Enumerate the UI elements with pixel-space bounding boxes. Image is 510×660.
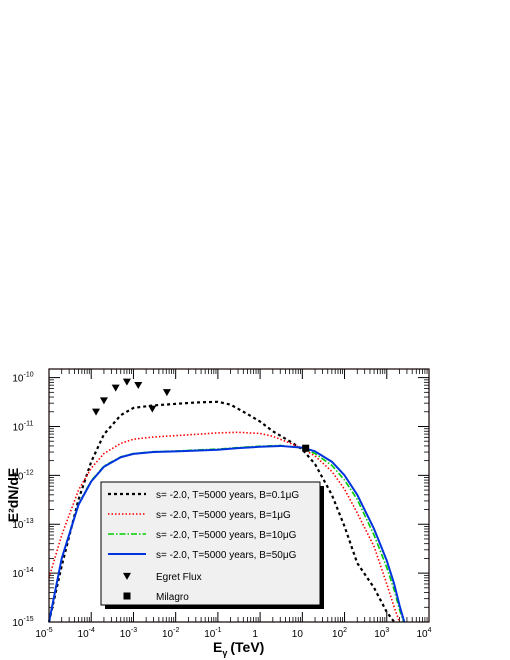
y-tick-base: 10 (12, 618, 24, 629)
y-tick-exponent: -15 (24, 616, 34, 623)
legend: s= -2.0, T=5000 years, B=0.1μG s= -2.0, T… (100, 481, 324, 609)
x-tick-base: 10 (78, 629, 90, 640)
y-tick-exponent: -12 (24, 469, 34, 476)
x-axis-title: Eγ (TeV) (213, 639, 264, 658)
y-tick-label: 10-14 (12, 567, 33, 580)
x-tick-label: 10-4 (78, 627, 95, 640)
egret-flux-marker (122, 378, 131, 386)
x-tick-base: 10 (416, 629, 428, 640)
x-tick-label: 10-2 (162, 627, 179, 640)
x-tick-label: 10-1 (204, 627, 221, 640)
x-tick-label: 10-3 (120, 627, 137, 640)
y-tick-base: 10 (12, 569, 24, 580)
x-tick-label: 10-5 (35, 627, 52, 640)
x-tick-exponent: -2 (173, 627, 179, 634)
milagro-marker (302, 444, 310, 452)
legend-label-1: s= -2.0, T=5000 years, B=0.1μG (156, 490, 299, 501)
y-tick-base: 10 (12, 374, 24, 385)
marker-layer (92, 378, 310, 452)
egret-flux-marker (111, 384, 120, 392)
y-axis-title: E²dN/dE (5, 468, 21, 522)
egret-flux-marker (92, 408, 101, 416)
x-tick-base: 10 (35, 629, 47, 640)
x-tick-base: 10 (332, 629, 344, 640)
legend-milagro-symbol (123, 592, 131, 600)
y-tick-label: 10-10 (12, 372, 33, 385)
y-tick-exponent: -10 (24, 372, 34, 379)
y-tick-exponent: -11 (24, 420, 34, 427)
x-tick-exponent: 4 (428, 627, 432, 634)
x-tick-base: 10 (292, 629, 304, 640)
x-tick-label: 104 (416, 627, 431, 640)
x-tick-exponent: 2 (343, 627, 347, 634)
tick-layer: 10-5 10-4 10-3 10-2 10-1 1 10 102 103 10410-1510-… (12, 369, 432, 640)
legend-label-milagro: Milagro (156, 592, 189, 603)
x-tick-exponent: -4 (89, 627, 95, 634)
x-tick-base: 1 (252, 629, 258, 640)
series-line-2 (48, 431, 401, 623)
x-tick-base: 10 (204, 629, 216, 640)
y-tick-exponent: -14 (24, 567, 34, 574)
legend-label-egret: Egret Flux (156, 572, 202, 583)
y-tick-label: 10-12 (12, 469, 33, 482)
egret-flux-marker (162, 389, 171, 397)
series-layer (47, 400, 406, 623)
y-tick-label: 10-13 (12, 518, 33, 531)
egret-flux-marker (134, 382, 143, 390)
y-tick-label: 10-15 (12, 616, 33, 629)
x-tick-label: 103 (374, 627, 389, 640)
legend-egret-symbol (123, 572, 131, 580)
x-tick-exponent: -5 (46, 627, 52, 634)
x-tick-exponent: -1 (215, 627, 221, 634)
x-tick-label: 1 (252, 629, 258, 640)
legend-label-4: s= -2.0, T=5000 years, B=50μG (156, 550, 297, 561)
x-tick-base: 10 (120, 629, 132, 640)
x-tick-label: 10 (292, 629, 304, 640)
x-tick-exponent: -3 (131, 627, 137, 634)
legend-label-2: s= -2.0, T=5000 years, B=1μG (156, 510, 291, 521)
y-tick-base: 10 (12, 471, 24, 482)
x-tick-base: 10 (162, 629, 174, 640)
y-tick-label: 10-11 (13, 420, 34, 433)
legend-box (100, 481, 321, 606)
x-tick-base: 10 (374, 629, 386, 640)
series-line-4 (48, 444, 406, 623)
x-tick-exponent: 3 (385, 627, 389, 634)
x-tick-label: 102 (332, 627, 347, 640)
legend-label-3: s= -2.0, T=5000 years, B=10μG (156, 530, 297, 541)
egret-flux-marker (99, 397, 108, 405)
y-tick-exponent: -13 (24, 518, 34, 525)
egret-flux-marker (148, 405, 157, 413)
series-line-1 (47, 400, 396, 623)
y-tick-base: 10 (13, 422, 25, 433)
plot-frame (48, 368, 430, 623)
y-tick-base: 10 (12, 520, 24, 531)
